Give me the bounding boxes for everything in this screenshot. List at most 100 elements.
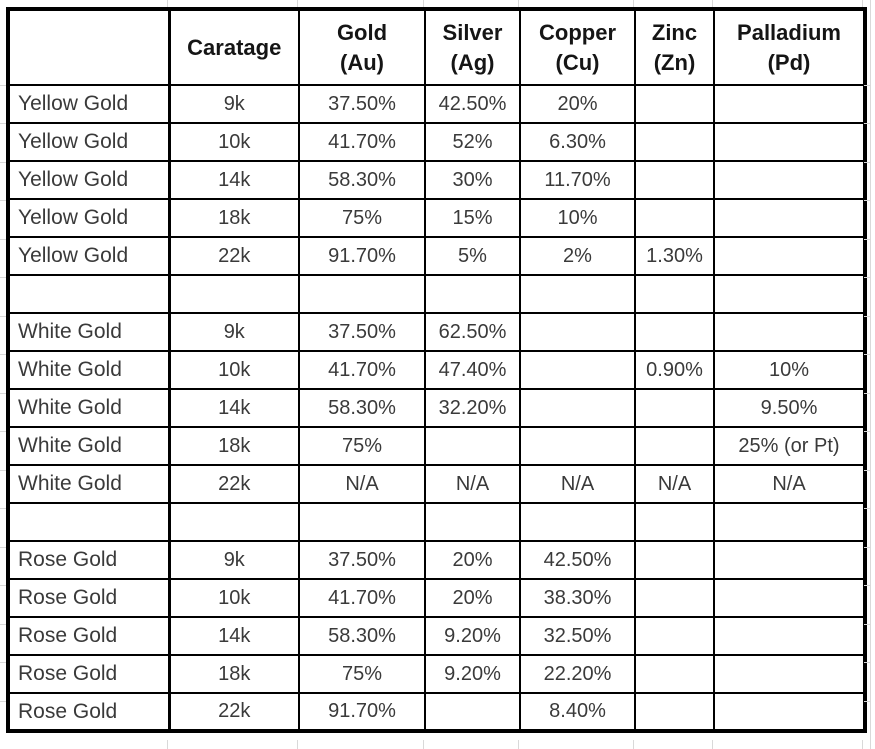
- cell-caratage[interactable]: 22k: [168, 692, 300, 732]
- cell-gold[interactable]: [298, 502, 426, 542]
- cell-zinc[interactable]: [634, 502, 715, 542]
- cell-gold[interactable]: [298, 274, 426, 314]
- cell-metal[interactable]: Rose Gold: [7, 540, 171, 580]
- cell-silver[interactable]: [424, 692, 521, 732]
- cell-zinc[interactable]: [634, 388, 715, 428]
- cell-gold[interactable]: 91.70%: [298, 692, 426, 732]
- cell-copper[interactable]: [519, 312, 636, 352]
- cell-silver[interactable]: 62.50%: [424, 312, 521, 352]
- cell-metal[interactable]: [7, 502, 171, 542]
- cell-zinc[interactable]: [634, 122, 715, 162]
- cell-copper[interactable]: 42.50%: [519, 540, 636, 580]
- cell-copper[interactable]: 8.40%: [519, 692, 636, 732]
- header-cell-zinc[interactable]: Zinc (Zn): [634, 8, 715, 86]
- cell-metal[interactable]: White Gold: [7, 464, 171, 504]
- cell-gold[interactable]: 41.70%: [298, 578, 426, 618]
- cell-palladium[interactable]: 10%: [713, 350, 866, 390]
- cell-silver[interactable]: 5%: [424, 236, 521, 276]
- cell-caratage[interactable]: 10k: [168, 350, 300, 390]
- cell-caratage[interactable]: 10k: [168, 122, 300, 162]
- cell-gold[interactable]: 75%: [298, 654, 426, 694]
- cell-palladium[interactable]: [713, 274, 866, 314]
- cell-copper[interactable]: [519, 426, 636, 466]
- cell-palladium[interactable]: 9.50%: [713, 388, 866, 428]
- cell-metal[interactable]: Yellow Gold: [7, 84, 171, 124]
- cell-gold[interactable]: 37.50%: [298, 84, 426, 124]
- cell-copper[interactable]: 11.70%: [519, 160, 636, 200]
- cell-metal[interactable]: Yellow Gold: [7, 160, 171, 200]
- cell-gold[interactable]: 37.50%: [298, 312, 426, 352]
- cell-palladium[interactable]: [713, 312, 866, 352]
- cell-zinc[interactable]: [634, 654, 715, 694]
- cell-zinc[interactable]: [634, 312, 715, 352]
- cell-metal[interactable]: White Gold: [7, 426, 171, 466]
- cell-zinc[interactable]: [634, 160, 715, 200]
- cell-gold[interactable]: 91.70%: [298, 236, 426, 276]
- cell-silver[interactable]: 20%: [424, 578, 521, 618]
- header-cell-copper[interactable]: Copper (Cu): [519, 8, 636, 86]
- cell-metal[interactable]: Rose Gold: [7, 578, 171, 618]
- cell-gold[interactable]: 75%: [298, 426, 426, 466]
- cell-silver[interactable]: 9.20%: [424, 654, 521, 694]
- cell-zinc[interactable]: [634, 84, 715, 124]
- cell-copper[interactable]: 22.20%: [519, 654, 636, 694]
- cell-gold[interactable]: N/A: [298, 464, 426, 504]
- cell-copper[interactable]: 32.50%: [519, 616, 636, 656]
- cell-zinc[interactable]: N/A: [634, 464, 715, 504]
- cell-copper[interactable]: [519, 274, 636, 314]
- cell-metal[interactable]: [7, 274, 171, 314]
- cell-palladium[interactable]: [713, 122, 866, 162]
- cell-silver[interactable]: N/A: [424, 464, 521, 504]
- cell-caratage[interactable]: 9k: [168, 540, 300, 580]
- cell-metal[interactable]: White Gold: [7, 350, 171, 390]
- cell-zinc[interactable]: [634, 616, 715, 656]
- cell-gold[interactable]: 37.50%: [298, 540, 426, 580]
- cell-silver[interactable]: 15%: [424, 198, 521, 238]
- cell-caratage[interactable]: 18k: [168, 654, 300, 694]
- cell-copper[interactable]: 20%: [519, 84, 636, 124]
- cell-zinc[interactable]: [634, 198, 715, 238]
- cell-palladium[interactable]: [713, 654, 866, 694]
- cell-silver[interactable]: 42.50%: [424, 84, 521, 124]
- cell-caratage[interactable]: 14k: [168, 160, 300, 200]
- header-cell-gold[interactable]: Gold (Au): [298, 8, 426, 86]
- cell-caratage[interactable]: 14k: [168, 388, 300, 428]
- cell-silver[interactable]: 9.20%: [424, 616, 521, 656]
- cell-caratage[interactable]: 9k: [168, 312, 300, 352]
- cell-zinc[interactable]: 1.30%: [634, 236, 715, 276]
- header-cell-metal[interactable]: [7, 8, 171, 86]
- cell-palladium[interactable]: [713, 84, 866, 124]
- cell-caratage[interactable]: 22k: [168, 464, 300, 504]
- cell-copper[interactable]: 2%: [519, 236, 636, 276]
- cell-silver[interactable]: 30%: [424, 160, 521, 200]
- cell-metal[interactable]: Yellow Gold: [7, 122, 171, 162]
- cell-gold[interactable]: 58.30%: [298, 160, 426, 200]
- cell-palladium[interactable]: [713, 616, 866, 656]
- cell-palladium[interactable]: [713, 540, 866, 580]
- cell-palladium[interactable]: [713, 578, 866, 618]
- cell-silver[interactable]: 32.20%: [424, 388, 521, 428]
- cell-gold[interactable]: 58.30%: [298, 388, 426, 428]
- header-cell-palladium[interactable]: Palladium (Pd): [713, 8, 866, 86]
- cell-zinc[interactable]: [634, 540, 715, 580]
- cell-copper[interactable]: [519, 502, 636, 542]
- cell-silver[interactable]: [424, 274, 521, 314]
- cell-copper[interactable]: N/A: [519, 464, 636, 504]
- cell-caratage[interactable]: [168, 274, 300, 314]
- cell-metal[interactable]: White Gold: [7, 388, 171, 428]
- cell-metal[interactable]: Yellow Gold: [7, 198, 171, 238]
- cell-caratage[interactable]: 18k: [168, 426, 300, 466]
- cell-caratage[interactable]: 10k: [168, 578, 300, 618]
- cell-gold[interactable]: 75%: [298, 198, 426, 238]
- cell-palladium[interactable]: [713, 236, 866, 276]
- cell-silver[interactable]: 20%: [424, 540, 521, 580]
- cell-caratage[interactable]: 14k: [168, 616, 300, 656]
- cell-caratage[interactable]: 22k: [168, 236, 300, 276]
- cell-caratage[interactable]: 18k: [168, 198, 300, 238]
- cell-metal[interactable]: White Gold: [7, 312, 171, 352]
- cell-zinc[interactable]: [634, 426, 715, 466]
- cell-zinc[interactable]: [634, 578, 715, 618]
- cell-copper[interactable]: [519, 350, 636, 390]
- cell-caratage[interactable]: [168, 502, 300, 542]
- header-cell-silver[interactable]: Silver (Ag): [424, 8, 521, 86]
